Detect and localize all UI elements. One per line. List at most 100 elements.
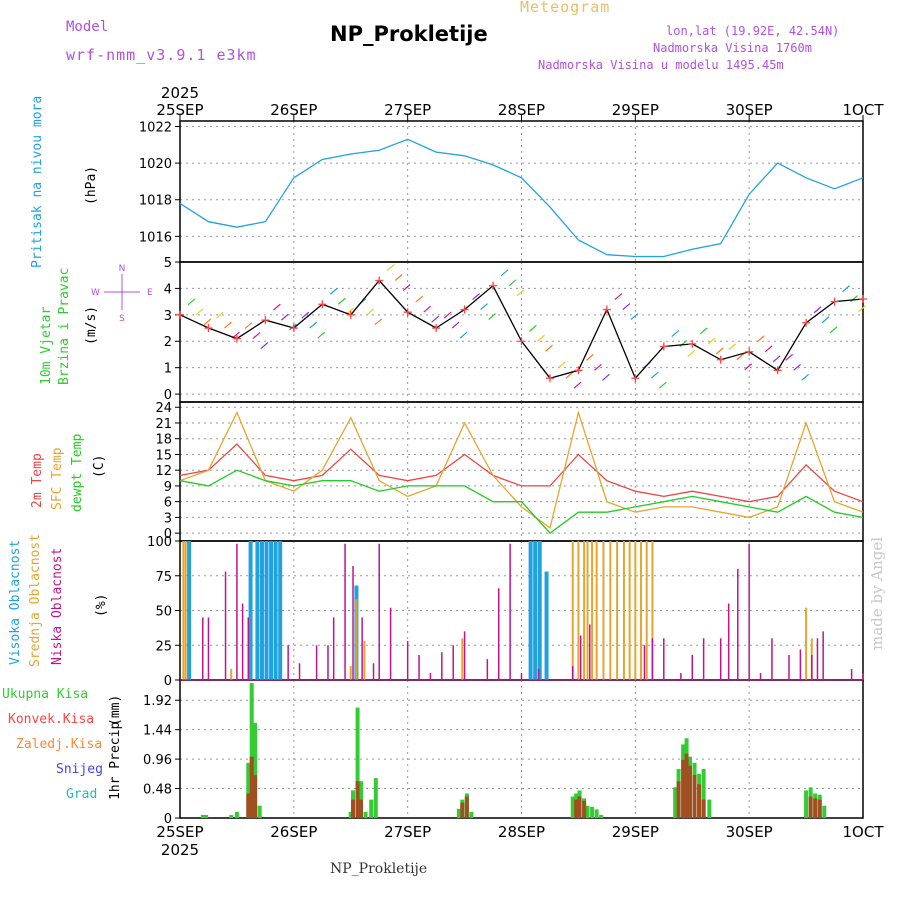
compass-s: S: [119, 314, 125, 324]
wind-point: [403, 308, 412, 317]
cloud-bar: [463, 631, 466, 680]
cloud-bar: [645, 541, 648, 680]
wind-arrow: [772, 355, 781, 363]
pressure-line: [179, 138, 864, 258]
wind-arrow: [545, 344, 553, 352]
cloud-bar: [822, 631, 824, 680]
wind-arrow: [244, 322, 253, 330]
y-tick-label: 50: [155, 605, 172, 620]
precip-bar: [673, 787, 678, 818]
wind-arrow: [329, 287, 338, 295]
precip-bar: [804, 790, 809, 818]
precip-bar: [707, 799, 712, 818]
cloud-bar: [811, 654, 813, 680]
high-cloud-ylabel: Visoka Oblacnost: [8, 539, 23, 665]
wind-arrow: [529, 324, 537, 332]
wind-arrow: [402, 284, 411, 291]
wind-arrow: [187, 298, 196, 306]
y-tick-label: 0: [164, 674, 172, 689]
wind-ylabel: 10m Vjetar Brzina i Pravac: [39, 267, 72, 385]
wind-arrow: [374, 318, 383, 326]
wind-arrow: [565, 371, 574, 379]
cloud-bar: [591, 541, 594, 680]
wind-point: [688, 339, 697, 348]
y-tick-label: 0: [164, 527, 172, 542]
cloud-bar: [344, 543, 346, 680]
precip-bar: [594, 809, 599, 818]
top-day-label: 1OCT: [843, 101, 885, 119]
cloud-bar: [628, 541, 631, 680]
wind-point: [204, 324, 213, 333]
precip-bar: [355, 707, 360, 818]
bottom-day-label: 1OCT: [843, 823, 885, 841]
cloud-bar: [429, 673, 432, 680]
wind-arrow: [280, 313, 289, 321]
y-tick-label: 0.48: [143, 783, 172, 798]
precip-bar: [246, 762, 251, 818]
wind-arrow: [699, 327, 708, 335]
cloud-bar: [622, 541, 625, 680]
wind-point: [830, 297, 839, 306]
wind-unit: (m/s): [84, 305, 99, 345]
wind-arrow: [451, 321, 460, 329]
cloud-bar: [862, 673, 864, 680]
wind-arrow: [671, 330, 680, 337]
cloud-bar: [850, 668, 853, 680]
wind-point: [859, 294, 867, 303]
cloud-bar: [315, 645, 318, 680]
cloud-bar: [236, 543, 238, 680]
altitude-label: Nadmorska Visina 1760m: [653, 41, 812, 55]
cloud-bar: [651, 638, 654, 680]
top-day-label: 30SEP: [726, 101, 773, 119]
pressure-unit: (hPa): [84, 165, 99, 205]
cloud-bar: [259, 541, 264, 680]
cloud-bar: [332, 617, 335, 680]
cloud-bar: [378, 543, 380, 680]
cloud-bar: [799, 649, 802, 680]
dewpt-ylabel: dewpt Temp: [70, 433, 85, 512]
cloud-bar: [577, 541, 580, 680]
cloud-bar: [497, 588, 500, 680]
meteogram-label: Meteogram: [520, 0, 611, 16]
made-by-label: made by Angel: [868, 536, 886, 650]
y-tick-label: 100: [147, 535, 172, 550]
precip-bar: [200, 814, 205, 818]
cloud-bar: [719, 638, 722, 680]
y-tick-label: 24: [155, 401, 172, 416]
wind-arrow: [317, 331, 326, 339]
wind-arrow: [337, 297, 346, 305]
wind-arrow: [423, 305, 432, 313]
precip-bar: [348, 811, 353, 818]
precip-bar: [570, 796, 575, 818]
y-tick-label: 25: [155, 639, 172, 654]
cloud-bar: [184, 541, 187, 680]
cloud-bar: [748, 543, 750, 680]
precip-bar: [464, 796, 469, 818]
top-day-label: 26SEP: [270, 101, 317, 119]
wind-arrow: [658, 381, 667, 389]
cloud-bar: [241, 603, 244, 680]
cloud-bar: [509, 543, 511, 680]
cloud-bar: [327, 645, 329, 680]
precip-bar: [582, 800, 587, 818]
precip-bar: [817, 799, 822, 818]
wind-arrow: [500, 269, 509, 277]
cloud-bar: [737, 568, 739, 680]
y-tick-label: 0: [164, 388, 172, 403]
wind-point: [602, 305, 611, 314]
precip-bar: [249, 683, 254, 818]
wind-arrow: [679, 340, 688, 347]
wind-arrow: [793, 363, 802, 371]
wind-arrow: [858, 305, 866, 313]
wind-arrow: [586, 353, 594, 361]
t2m-ylabel: 2m Temp: [30, 453, 45, 508]
temp-line-1: [179, 410, 864, 530]
wind-arrow: [394, 274, 403, 281]
compass-n: N: [119, 264, 126, 274]
y-tick-label: 75: [155, 570, 172, 585]
precip-bar: [808, 796, 813, 818]
precip-bar: [460, 802, 465, 818]
wind-arrow: [614, 293, 623, 301]
precip-bar: [469, 811, 474, 818]
